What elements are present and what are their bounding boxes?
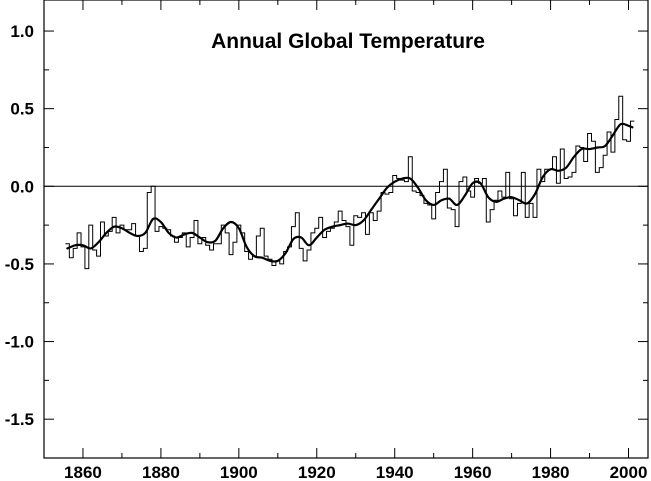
annual-anomaly-step-line bbox=[65, 95, 635, 270]
plot-frame bbox=[43, 0, 649, 459]
y-tick-label: 0.0 bbox=[10, 177, 34, 196]
smoothed-trend-line bbox=[66, 122, 634, 263]
x-tick-label: 1860 bbox=[64, 463, 102, 481]
x-tick-label: 1940 bbox=[376, 463, 414, 481]
chart-title: Annual Global Temperature bbox=[211, 30, 485, 53]
y-tick-label: -0.5 bbox=[5, 255, 34, 274]
x-tick-label: 1880 bbox=[142, 463, 180, 481]
x-tick-label: 1900 bbox=[220, 463, 258, 481]
x-tick-label: 1920 bbox=[298, 463, 336, 481]
y-tick-label: 1.0 bbox=[10, 22, 34, 41]
x-tick-label: 2000 bbox=[610, 463, 648, 481]
x-tick-label: 1960 bbox=[454, 463, 492, 481]
x-tick-label: 1980 bbox=[532, 463, 570, 481]
y-tick-label: -1.0 bbox=[5, 333, 34, 352]
y-tick-label: 0.5 bbox=[10, 100, 34, 119]
y-tick-label: -1.5 bbox=[5, 410, 34, 429]
